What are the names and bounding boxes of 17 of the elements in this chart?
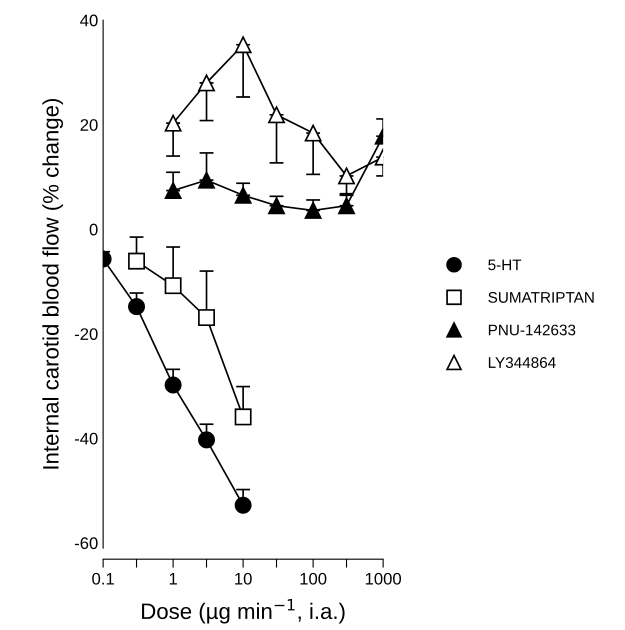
x-tick-label: 10 [235,572,252,585]
legend-label: 5-HT [488,260,522,270]
x-axis-title: Dose (µg min$^{−1}$, i.a.) [142,599,345,624]
x-tick-label: 0.1 [92,572,114,585]
x-tick-label: 100 [300,572,326,585]
legend-label: SUMATRIPTAN [488,292,594,303]
y-tick-label: 20 [80,119,98,131]
y-tick-label: -20 [74,328,98,340]
x-tick-label: 1 [170,573,177,584]
legend-label: PNU-142633 [488,324,576,336]
y-tick-label: -60 [74,537,98,550]
y-axis-title: Internal carotid blood flow (% change) [42,98,64,469]
legend-label: LY344864 [488,357,556,368]
x-tick-label: 1000 [366,572,402,585]
y-tick-label: 0 [90,224,98,236]
y-tick-label: 40 [80,14,98,26]
y-tick-label: -40 [74,432,98,445]
